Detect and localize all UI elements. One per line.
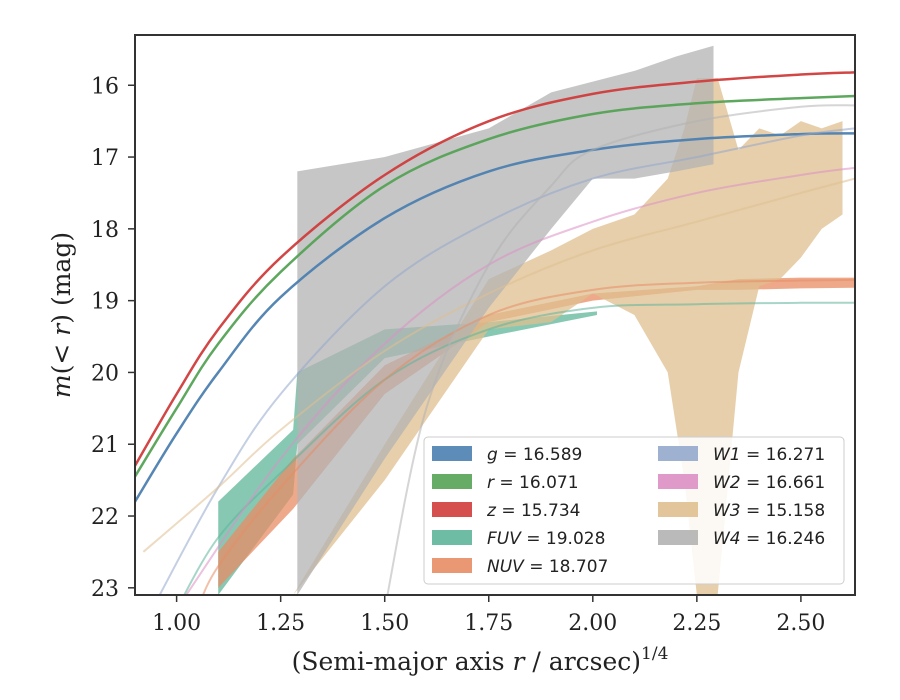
line-w3 <box>142 177 855 553</box>
line-g <box>135 132 855 503</box>
x-tick-label: 1.00 <box>152 611 201 636</box>
line-z <box>135 71 855 467</box>
legend-series-value: = 15.158 <box>741 501 826 521</box>
line-r <box>135 94 855 478</box>
legend-swatch-r <box>432 474 472 489</box>
y-axis-label-post: ) (mag) <box>47 232 76 324</box>
y-tick-label: 17 <box>91 146 119 171</box>
legend-series-value: = 19.028 <box>521 529 606 549</box>
legend-label-nuv: NUV = 18.707 <box>487 557 608 577</box>
x-axis-label-var: r <box>513 647 527 676</box>
legend-label-w1: W1 = 16.271 <box>713 445 825 465</box>
band-w4 <box>297 45 714 595</box>
legend-swatch-z <box>432 502 472 517</box>
x-tick-label: 1.25 <box>256 611 305 636</box>
legend-series-name: g <box>487 445 498 465</box>
x-axis-label: (Semi-major axis r / arcsec)1/4 <box>292 644 669 676</box>
legend-series-value: = 18.707 <box>524 557 609 577</box>
line-nuv <box>201 278 855 595</box>
line-w2 <box>185 166 855 595</box>
legend-swatch-w1 <box>658 446 698 461</box>
x-tick-label: 1.50 <box>360 611 409 636</box>
legend-series-name: NUV <box>487 557 525 577</box>
x-tick-label: 2.00 <box>568 611 617 636</box>
legend-swatch-w3 <box>658 502 698 517</box>
legend-box <box>423 436 845 585</box>
legend-swatch-w4 <box>658 530 698 545</box>
y-tick-label: 18 <box>91 218 119 243</box>
legend-swatch-w2 <box>658 474 698 489</box>
legend-swatch-fuv <box>432 530 472 545</box>
y-axis-label-inner: (< <box>47 336 76 375</box>
legend-series-name: W1 <box>713 445 741 465</box>
legend-series-name: W3 <box>713 501 741 521</box>
x-axis-label-pre: (Semi-major axis <box>292 647 513 676</box>
plot-frame <box>134 34 856 596</box>
line-w4 <box>386 104 855 595</box>
legend-label-g: g = 16.589 <box>487 445 582 465</box>
legend-label-w2: W2 = 16.661 <box>713 473 825 493</box>
legend-series-value: = 15.734 <box>496 501 581 521</box>
legend-series-value: = 16.246 <box>741 529 826 549</box>
y-tick-label: 21 <box>91 433 119 458</box>
x-axis-label-mid: / arcsec) <box>524 647 641 676</box>
legend-series-value: = 16.661 <box>741 473 826 493</box>
legend-label-w4: W4 = 16.246 <box>713 529 825 549</box>
legend-series-name: W2 <box>713 473 741 493</box>
y-tick-label: 22 <box>91 505 119 530</box>
legend-series-value: = 16.071 <box>494 473 579 493</box>
legend-series-value: = 16.271 <box>741 445 826 465</box>
legend-label-w3: W3 = 15.158 <box>713 501 825 521</box>
x-tick-label: 1.75 <box>464 611 513 636</box>
legend-series-value: = 16.589 <box>498 445 583 465</box>
y-tick-label: 23 <box>91 577 119 602</box>
legend-label-fuv: FUV = 19.028 <box>487 529 605 549</box>
y-tick-label: 20 <box>91 361 119 386</box>
y-axis-label-r: r <box>47 322 76 336</box>
y-axis-label-m: m <box>47 374 76 398</box>
line-fuv <box>183 301 855 595</box>
y-tick-label: 19 <box>91 290 119 315</box>
legend-label-r: r = 16.071 <box>487 473 579 493</box>
legend-swatch-nuv <box>432 558 472 573</box>
model-curves <box>135 71 855 595</box>
x-axis-label-sup: 1/4 <box>641 644 668 664</box>
y-axis-ticks: 16 17 18 19 20 21 22 23 <box>91 74 135 602</box>
legend-series-name: z <box>486 501 497 521</box>
legend-swatch-g <box>432 446 472 461</box>
legend-label-z: z = 15.734 <box>486 501 580 521</box>
x-tick-label: 2.50 <box>776 611 825 636</box>
y-tick-label: 16 <box>91 74 119 99</box>
y-axis-label: m(< r) (mag) <box>47 232 76 398</box>
legend-series-name: W4 <box>713 529 741 549</box>
x-tick-label: 2.25 <box>672 611 721 636</box>
x-axis-ticks: 1.00 1.25 1.50 1.75 2.00 2.25 2.50 <box>152 595 825 636</box>
line-w1 <box>158 127 855 595</box>
legend-series-name: r <box>487 473 495 493</box>
legend-series-name: FUV <box>487 529 522 549</box>
